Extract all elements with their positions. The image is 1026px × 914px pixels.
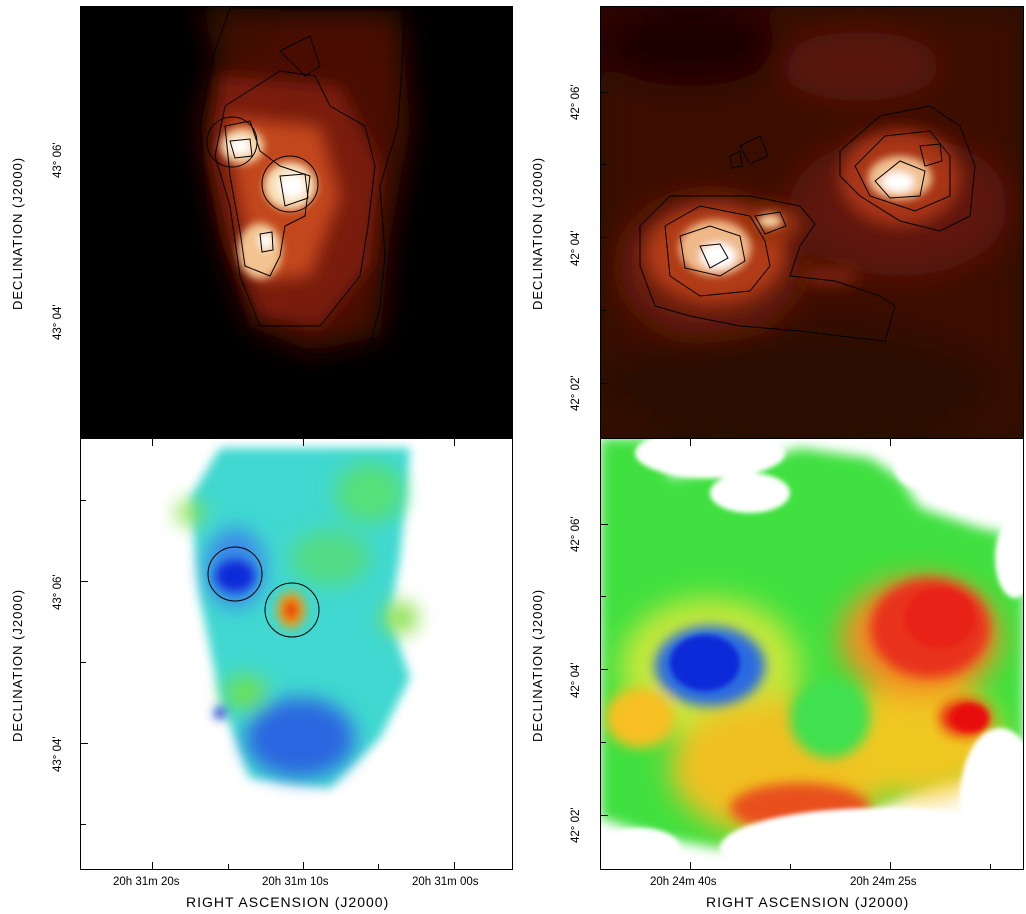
left-bottom-ytick-2: 43° 04' [52, 736, 64, 772]
right-velocity-map [600, 438, 1024, 870]
right-xtick-2: 20h 24m 25s [850, 876, 917, 888]
right-top-ytick-1: 42° 06' [570, 84, 582, 120]
left-velocity-map [80, 438, 513, 870]
right-top-ytick-3: 42° 02' [570, 375, 582, 411]
left-bottom-ylabel: DECLINATION (J2000) [10, 588, 25, 742]
left-top-ylabel: DECLINATION (J2000) [10, 156, 25, 310]
right-bottom-ytick-1: 42° 06' [570, 516, 582, 552]
right-bottom-ytick-3: 42° 02' [570, 807, 582, 843]
right-top-ytick-2: 42° 04' [570, 230, 582, 266]
left-xtick-3: 20h 31m 00s [412, 876, 479, 888]
left-bottom-ytick-1: 43° 06' [52, 574, 64, 610]
left-top-ytick-1: 43° 06' [52, 142, 64, 178]
right-bottom-ytick-2: 42° 04' [570, 662, 582, 698]
left-intensity-map [80, 6, 513, 438]
right-bottom-ylabel: DECLINATION (J2000) [530, 588, 545, 742]
left-top-ytick-2: 43° 04' [52, 304, 64, 340]
right-intensity-map [600, 6, 1024, 438]
left-xtick-1: 20h 31m 20s [113, 876, 180, 888]
left-xlabel: RIGHT ASCENSION (J2000) [186, 894, 390, 910]
left-xtick-2: 20h 31m 10s [262, 876, 329, 888]
right-xlabel: RIGHT ASCENSION (J2000) [706, 894, 910, 910]
right-xtick-1: 20h 24m 40s [650, 876, 717, 888]
right-top-ylabel: DECLINATION (J2000) [530, 156, 545, 310]
